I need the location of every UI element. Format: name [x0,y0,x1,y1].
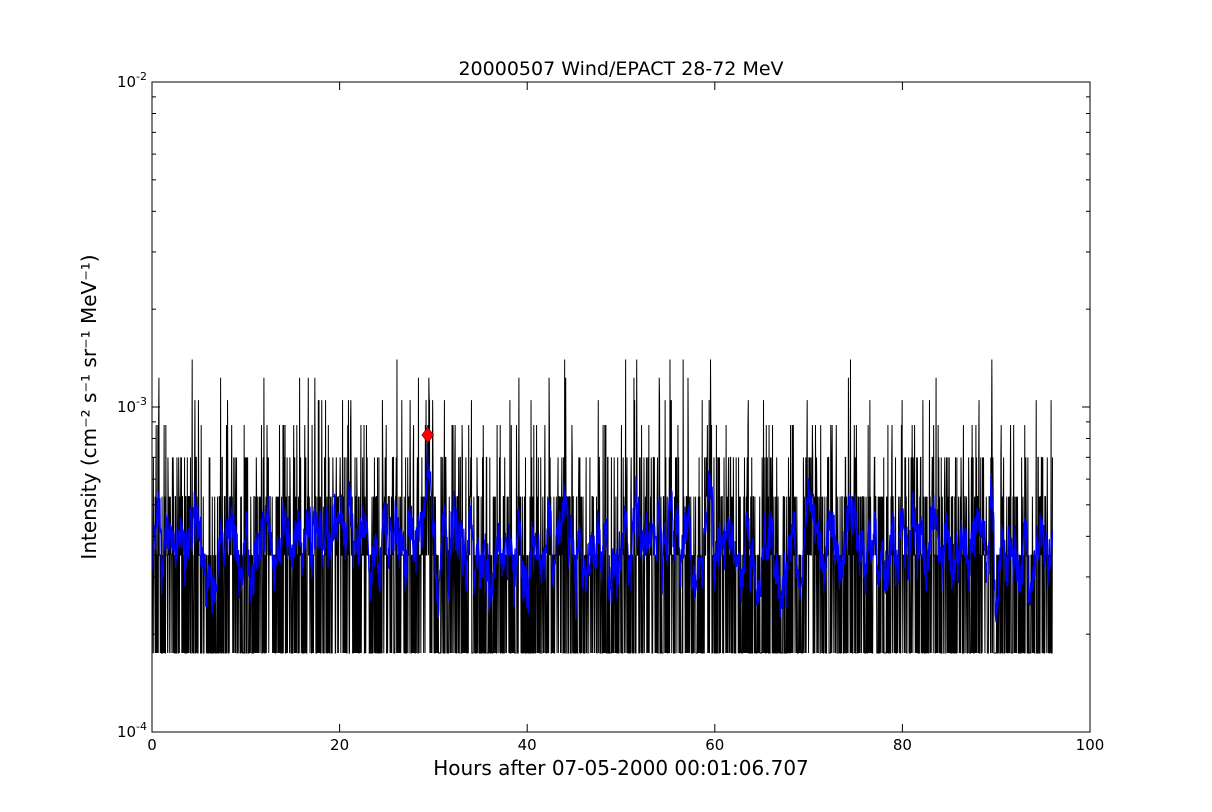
x-tick-label: 20 [330,736,349,754]
y-axis-label: Intensity (cm⁻² s⁻¹ sr⁻¹ MeV⁻¹) [77,254,101,559]
x-tick-label: 80 [893,736,912,754]
series-layer [152,359,1054,654]
peak-marker [421,426,435,444]
x-axis: 0 20 40 60 80 100 [147,82,1104,754]
y-axis: 10-4 10-3 10-2 [117,70,1090,741]
x-tick-label: 40 [518,736,537,754]
x-tick-label: 100 [1076,736,1105,754]
chart-title: 20000507 Wind/EPACT 28-72 MeV [458,58,783,80]
series-line-blue [152,443,1054,623]
x-axis-label: Hours after 07-05-2000 00:01:06.707 [433,756,809,780]
y-tick-label: 10-3 [117,395,147,416]
y-tick-label: 10-2 [117,70,147,91]
x-tick-label: 60 [705,736,724,754]
x-tick-label: 0 [147,736,157,754]
y-tick-label: 10-4 [117,720,147,741]
